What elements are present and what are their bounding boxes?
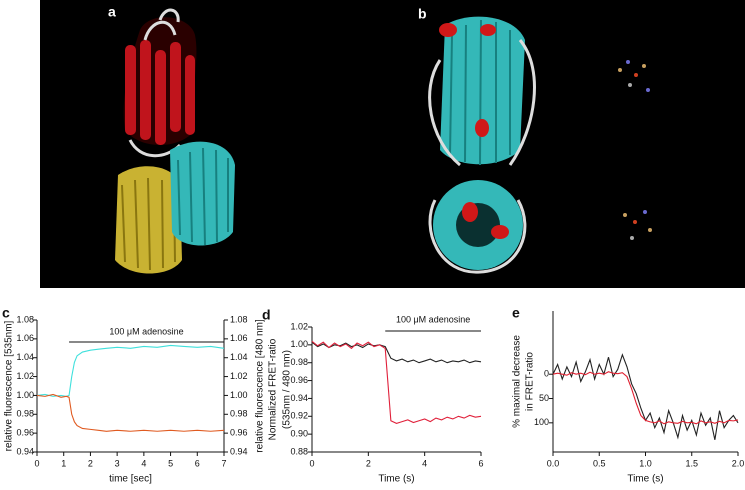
x-tick-label: 5 [168, 458, 173, 468]
y-tick-label: 1.02 [290, 321, 308, 331]
x-tick-label: 6 [478, 458, 483, 468]
y-axis-label: in FRET-ratio [525, 352, 536, 411]
x-tick-label: 1.0 [639, 458, 652, 468]
x-tick-label: 2.0 [732, 458, 745, 468]
x-tick-label: 1 [61, 458, 66, 468]
x-tick-label: 0.5 [593, 458, 606, 468]
y-axis-label: Normalized FRET-ratio [268, 338, 279, 440]
y-axis-label: (535nm / 480 nm) [282, 350, 293, 429]
x-tick-label: 6 [195, 458, 200, 468]
y-tick-label: 1.00 [290, 339, 308, 349]
barrel-strands [449, 19, 511, 166]
chromophore [618, 60, 652, 240]
barrel-side [440, 16, 525, 165]
y-tick-label: 0.88 [290, 446, 308, 456]
panel-label: c [2, 305, 10, 321]
x-tick-label: 4 [422, 458, 427, 468]
receptor-structure [115, 8, 235, 274]
axis-frame [36, 320, 225, 453]
helix [439, 23, 457, 37]
cyan-barrel [170, 141, 235, 246]
loops [428, 39, 536, 167]
y-tick-label: 1.06 [16, 333, 34, 343]
x-axis-label: time [sec] [109, 474, 152, 485]
y2-tick-label: 1.00 [230, 390, 248, 400]
x-axis-label: Time (s) [627, 474, 663, 485]
cyan-strands [177, 147, 229, 246]
y-axis-label: relative fluorescence [535nm] [4, 320, 15, 451]
panel-label: a [108, 4, 116, 20]
x-tick-label: 7 [221, 458, 226, 468]
panel-label: e [512, 305, 520, 321]
helices [125, 40, 195, 145]
y-tick-label: 0 [544, 369, 549, 379]
y-axis-label: % maximal decrease [512, 335, 523, 428]
structure-panel: a b [40, 0, 745, 288]
x-tick-label: 3 [115, 458, 120, 468]
series-line [552, 353, 739, 440]
series-line [311, 341, 482, 364]
y-tick-label: 0.98 [16, 409, 34, 419]
panel-label: d [262, 307, 271, 323]
y-tick-label: 1.04 [16, 352, 34, 362]
x-tick-label: 0 [309, 458, 314, 468]
y-tick-label: 1.08 [16, 314, 34, 324]
loops [428, 199, 527, 274]
y-tick-label: 0.94 [16, 446, 34, 456]
y-tick-label: 100 [534, 417, 549, 427]
x-tick-label: 1.5 [685, 458, 698, 468]
y-tick-label: 1.02 [16, 371, 34, 381]
y2-tick-label: 1.06 [230, 333, 248, 343]
y-tick-label: 0.94 [290, 393, 308, 403]
y-tick-label: 0.90 [290, 429, 308, 439]
y2-tick-label: 1.02 [230, 371, 248, 381]
yellow-strands [121, 177, 176, 271]
series-line [311, 340, 482, 425]
series-line [552, 371, 739, 425]
helix [480, 24, 496, 36]
x-tick-label: 0.0 [547, 458, 560, 468]
annotation: 100 μM adenosine [396, 314, 470, 324]
helix [462, 202, 478, 222]
annotation: 100 μM adenosine [109, 326, 183, 336]
y-tick-label: 50 [539, 393, 549, 403]
y2-axis-label: relative fluorescence [480 nm] [255, 319, 266, 453]
y-tick-label: 1.00 [16, 390, 34, 400]
x-tick-label: 2 [88, 458, 93, 468]
x-tick-label: 4 [141, 458, 146, 468]
series-line [36, 393, 225, 432]
y2-tick-label: 0.96 [230, 428, 248, 438]
y-tick-label: 0.96 [16, 428, 34, 438]
y-tick-label: 0.92 [290, 411, 308, 421]
y2-tick-label: 0.98 [230, 409, 248, 419]
series-line [36, 344, 225, 397]
y2-tick-label: 1.04 [230, 352, 248, 362]
y2-tick-label: 1.08 [230, 314, 248, 324]
helix [491, 225, 509, 239]
panel-label: b [418, 6, 427, 22]
y-tick-label: 0.96 [290, 375, 308, 385]
fluorophore-structure [428, 16, 652, 274]
y2-tick-label: 0.94 [230, 446, 248, 456]
y-tick-label: 0.98 [290, 357, 308, 367]
helix [475, 119, 489, 137]
x-axis-label: Time (s) [378, 474, 414, 485]
x-tick-label: 2 [366, 458, 371, 468]
x-tick-label: 0 [34, 458, 39, 468]
